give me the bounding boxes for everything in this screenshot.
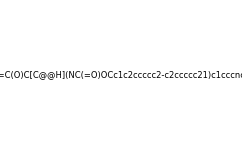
Text: O=C(O)C[C@@H](NC(=O)OCc1c2ccccc2-c2ccccc21)c1cccnc1: O=C(O)C[C@@H](NC(=O)OCc1c2ccccc2-c2ccccc… xyxy=(0,70,242,80)
